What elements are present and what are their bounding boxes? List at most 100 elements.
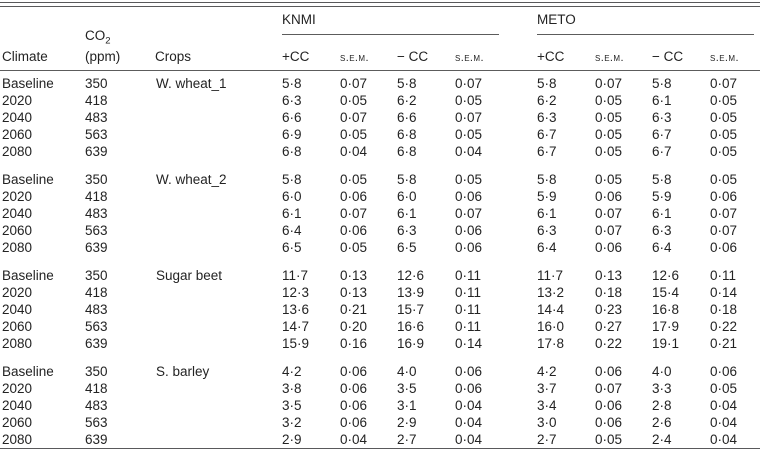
table-row: Baseline 350 S. barley 4·2 0·06 4·0 0·06 4·2 0·0… xyxy=(0,352,760,380)
cell-knmi-sem-1: 0·16 xyxy=(340,336,368,351)
cell-group-gap xyxy=(505,188,530,205)
table-row: 2040 483 13·6 0·21 15·7 0·11 14·4 0·23 16·8 0·18 xyxy=(0,301,760,318)
cell-crop xyxy=(155,109,275,126)
cell-meto-sem-1: 0·05 xyxy=(595,110,623,125)
meto-group-label: METO xyxy=(537,11,576,27)
col-header-knmi-plus-cc: +CC xyxy=(275,35,333,71)
cell-meto-sem-2: 0·21 xyxy=(710,336,738,351)
cell-meto-minus-cc: 16·8 xyxy=(652,302,680,317)
cell-group-gap xyxy=(505,380,530,397)
cell-meto-minus-cc: 6·7 xyxy=(652,144,672,159)
cell-crop xyxy=(155,318,275,335)
cell-co2: 418 xyxy=(85,285,108,300)
cell-knmi-sem-2: 0·07 xyxy=(455,206,483,221)
cell-meto-plus-cc: 14·4 xyxy=(537,302,565,317)
cell-meto-minus-cc: 6·3 xyxy=(652,223,672,238)
cell-meto-sem-1: 0·05 xyxy=(595,93,623,108)
cell-meto-sem-1: 0·06 xyxy=(595,240,623,255)
cell-crop xyxy=(155,397,275,414)
cell-meto-sem-2: 0·07 xyxy=(710,76,738,91)
col-header-crops: Crops xyxy=(155,7,275,71)
cell-knmi-sem-1: 0·06 xyxy=(340,381,368,396)
cell-knmi-plus-cc: 6·4 xyxy=(282,223,302,238)
cell-meto-plus-cc: 6·2 xyxy=(537,93,557,108)
cell-knmi-minus-cc: 6·5 xyxy=(397,240,417,255)
col-group-meto: METO xyxy=(530,7,760,35)
cell-knmi-sem-2: 0·07 xyxy=(455,110,483,125)
cell-meto-plus-cc: 17·8 xyxy=(537,336,565,351)
meto-underline xyxy=(537,33,755,35)
cell-knmi-sem-2: 0·14 xyxy=(455,336,483,351)
cell-climate: 2080 xyxy=(2,240,33,255)
cell-climate: 2040 xyxy=(2,206,33,221)
cell-meto-sem-1: 0·07 xyxy=(595,381,623,396)
cell-climate: Baseline xyxy=(2,364,54,379)
cell-climate: 2080 xyxy=(2,336,33,351)
cell-meto-sem-1: 0·27 xyxy=(595,319,623,334)
sub-header-row: +CC s.e.m. − CC s.e.m. +CC s.e.m. − CC s… xyxy=(0,35,760,71)
cell-knmi-plus-cc: 11·7 xyxy=(282,268,309,283)
cell-meto-sem-1: 0·22 xyxy=(595,336,623,351)
cell-knmi-sem-2: 0·05 xyxy=(455,93,483,108)
cell-knmi-sem-1: 0·05 xyxy=(340,93,368,108)
cell-crop xyxy=(155,92,275,109)
cell-group-gap xyxy=(505,92,530,109)
cell-group-gap xyxy=(505,256,530,284)
cell-knmi-sem-2: 0·06 xyxy=(455,240,483,255)
table-row: 2040 483 6·6 0·07 6·6 0·07 6·3 0·05 6·3 0·05 xyxy=(0,109,760,126)
group-gap xyxy=(505,7,530,71)
cell-meto-plus-cc: 3·0 xyxy=(537,415,557,430)
cell-knmi-plus-cc: 6·6 xyxy=(282,110,302,125)
cell-knmi-minus-cc: 6·2 xyxy=(397,93,417,108)
table-row: 2020 418 6·0 0·06 6·0 0·06 5·9 0·06 5·9 0·06 xyxy=(0,188,760,205)
bottom-double-rule xyxy=(0,448,760,452)
cell-meto-sem-1: 0·05 xyxy=(595,144,623,159)
cell-meto-sem-2: 0·14 xyxy=(710,285,738,300)
cell-knmi-minus-cc: 6·3 xyxy=(397,223,417,238)
cell-knmi-plus-cc: 6·3 xyxy=(282,93,302,108)
cell-meto-minus-cc: 6·4 xyxy=(652,240,672,255)
cell-knmi-sem-2: 0·07 xyxy=(455,76,483,91)
table-row: 2060 563 6·9 0·05 6·8 0·05 6·7 0·05 6·7 0·05 xyxy=(0,126,760,143)
cell-knmi-minus-cc: 5·8 xyxy=(397,76,417,91)
cell-meto-sem-1: 0·06 xyxy=(595,415,623,430)
cell-meto-sem-2: 0·04 xyxy=(710,415,738,430)
cell-crop xyxy=(155,188,275,205)
cell-knmi-sem-1: 0·05 xyxy=(340,172,368,187)
cell-meto-plus-cc: 6·7 xyxy=(537,127,557,142)
cell-group-gap xyxy=(505,335,530,352)
cell-climate: 2040 xyxy=(2,398,33,413)
cell-crop: Sugar beet xyxy=(156,268,223,283)
cell-crop xyxy=(155,222,275,239)
cell-knmi-minus-cc: 6·8 xyxy=(397,127,417,142)
cell-knmi-sem-1: 0·20 xyxy=(340,319,368,334)
cell-crop xyxy=(155,335,275,352)
cell-knmi-plus-cc: 14·7 xyxy=(282,319,310,334)
cell-knmi-plus-cc: 3·8 xyxy=(282,381,302,396)
cell-knmi-sem-2: 0·11 xyxy=(455,285,482,300)
cell-group-gap xyxy=(505,318,530,335)
table-row: 2060 563 14·7 0·20 16·6 0·11 16·0 0·27 17·9 0·22 xyxy=(0,318,760,335)
cell-meto-sem-2: 0·05 xyxy=(710,144,738,159)
col-header-knmi-sem-1: s.e.m. xyxy=(333,35,390,71)
cell-knmi-sem-1: 0·07 xyxy=(340,206,368,221)
cell-meto-plus-cc: 6·1 xyxy=(537,206,557,221)
cell-knmi-sem-1: 0·06 xyxy=(340,189,368,204)
cell-knmi-sem-2: 0·05 xyxy=(455,172,483,187)
cell-climate: 2020 xyxy=(2,189,33,204)
table-row: 2080 639 2·9 0·04 2·7 0·04 2·7 0·05 2·4 0·04 xyxy=(0,431,760,448)
table-row: 2080 639 15·9 0·16 16·9 0·14 17·8 0·22 19·1 0·21 xyxy=(0,335,760,352)
top-double-rule xyxy=(0,2,760,7)
cell-knmi-sem-1: 0·06 xyxy=(340,223,368,238)
cell-knmi-plus-cc: 3·5 xyxy=(282,398,302,413)
cell-meto-minus-cc: 4·0 xyxy=(652,364,672,379)
cell-knmi-sem-1: 0·04 xyxy=(340,144,368,159)
table-row: 2040 483 3·5 0·06 3·1 0·04 3·4 0·06 2·8 0·04 xyxy=(0,397,760,414)
cell-crop xyxy=(155,414,275,431)
cell-knmi-plus-cc: 2·9 xyxy=(282,432,302,447)
table-row: Baseline 350 Sugar beet 11·7 0·13 12·6 0·11 11·… xyxy=(0,256,760,284)
cell-meto-sem-2: 0·05 xyxy=(710,110,738,125)
cell-knmi-plus-cc: 5·8 xyxy=(282,172,302,187)
cell-knmi-plus-cc: 6·0 xyxy=(282,189,302,204)
cell-group-gap xyxy=(505,239,530,256)
